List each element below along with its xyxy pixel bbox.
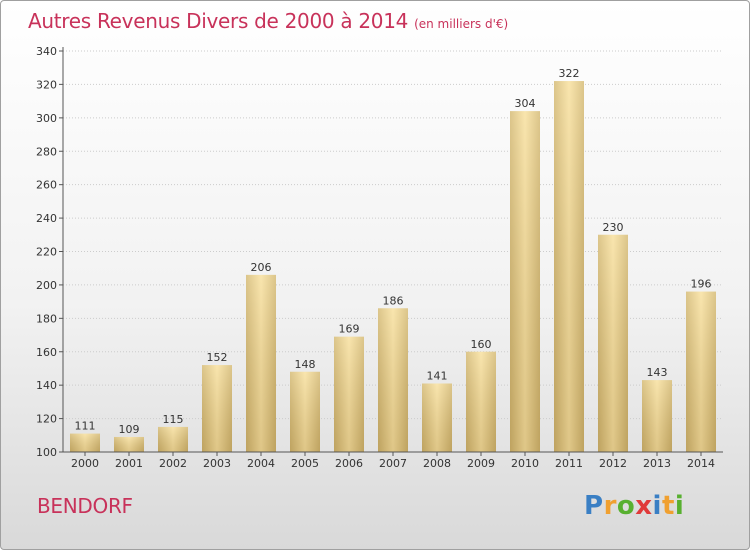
- bar-shade: [466, 351, 496, 452]
- y-tick-label: 140: [36, 379, 57, 392]
- bar-shade: [334, 336, 364, 452]
- x-tick-label: 2004: [247, 457, 275, 470]
- y-tick-label: 160: [36, 346, 57, 359]
- bar-shade: [70, 433, 100, 452]
- bar-shade: [378, 308, 408, 452]
- logo-letter: r: [603, 491, 617, 521]
- logo-letter: i: [652, 491, 662, 521]
- bar-value-label: 304: [515, 97, 536, 110]
- chart-subtitle: (en milliers d'€): [414, 17, 509, 31]
- bar-shade: [290, 371, 320, 452]
- logo-letter: t: [661, 491, 675, 521]
- bar-value-label: 160: [471, 338, 492, 351]
- bar-shade: [246, 274, 276, 452]
- bar-shade: [202, 365, 232, 452]
- y-tick-label: 300: [36, 112, 57, 125]
- x-tick-label: 2008: [423, 457, 451, 470]
- logo-letter: P: [584, 491, 604, 521]
- logo-letter: o: [616, 491, 636, 521]
- bar-value-label: 186: [383, 294, 404, 307]
- bar-value-label: 148: [295, 358, 316, 371]
- x-tick-label: 2002: [159, 457, 187, 470]
- x-tick-label: 2012: [599, 457, 627, 470]
- y-tick-label: 180: [36, 312, 57, 325]
- y-tick-label: 260: [36, 179, 57, 192]
- bar-shade: [642, 380, 672, 452]
- bar-shade: [554, 81, 584, 452]
- y-tick-label: 120: [36, 413, 57, 426]
- bar-shade: [114, 436, 144, 452]
- bar-value-label: 169: [339, 323, 360, 336]
- bar-shade: [510, 111, 540, 453]
- y-tick-label: 340: [36, 45, 57, 58]
- bar-value-label: 109: [119, 423, 140, 436]
- bar-value-label: 141: [427, 369, 448, 382]
- x-tick-label: 2010: [511, 457, 539, 470]
- bar-shade: [686, 291, 716, 452]
- x-tick-label: 2006: [335, 457, 363, 470]
- bar-value-label: 152: [207, 351, 228, 364]
- logo-letter: i: [674, 491, 685, 521]
- y-tick-label: 200: [36, 279, 57, 292]
- bar-value-label: 322: [559, 67, 580, 80]
- bar-value-label: 111: [75, 420, 96, 433]
- axes: 100 120 140 160 180 200 220 240 260 280 300 320 340 2…: [36, 45, 723, 470]
- logo-letter: x: [635, 491, 653, 521]
- y-tick-label: 320: [36, 78, 57, 91]
- x-tick-label: 2014: [687, 457, 715, 470]
- x-tick-label: 2013: [643, 457, 671, 470]
- chart-title: Autres Revenus Divers de 2000 à 2014: [28, 9, 409, 33]
- bar-value-label: 206: [251, 261, 272, 274]
- y-tick-label: 240: [36, 212, 57, 225]
- x-tick-label: 2003: [203, 457, 231, 470]
- y-tick-label: 220: [36, 246, 57, 259]
- x-tick-label: 2007: [379, 457, 407, 470]
- bar-value-label: 143: [647, 366, 668, 379]
- x-tick-label: 2011: [555, 457, 583, 470]
- bar-shade: [422, 383, 452, 452]
- y-tick-label: 100: [36, 446, 57, 459]
- y-tick-label: 280: [36, 145, 57, 158]
- proxiti-logo: Proxiti: [584, 491, 684, 521]
- chart-title-row: Autres Revenus Divers de 2000 à 2014 (en …: [28, 9, 508, 33]
- bar-value-label: 115: [163, 413, 184, 426]
- bar-value-label: 196: [691, 278, 712, 291]
- bar-shade: [598, 234, 628, 452]
- commune-name: BENDORF: [37, 494, 133, 518]
- bar-value-label: 230: [603, 221, 624, 234]
- x-tick-label: 2001: [115, 457, 143, 470]
- bar-shade: [158, 426, 188, 452]
- bars: 111 109 115 152 206 148 169 186 141 160 304 322 230 1…: [70, 67, 716, 453]
- x-tick-label: 2000: [71, 457, 99, 470]
- x-tick-label: 2005: [291, 457, 319, 470]
- x-tick-label: 2009: [467, 457, 495, 470]
